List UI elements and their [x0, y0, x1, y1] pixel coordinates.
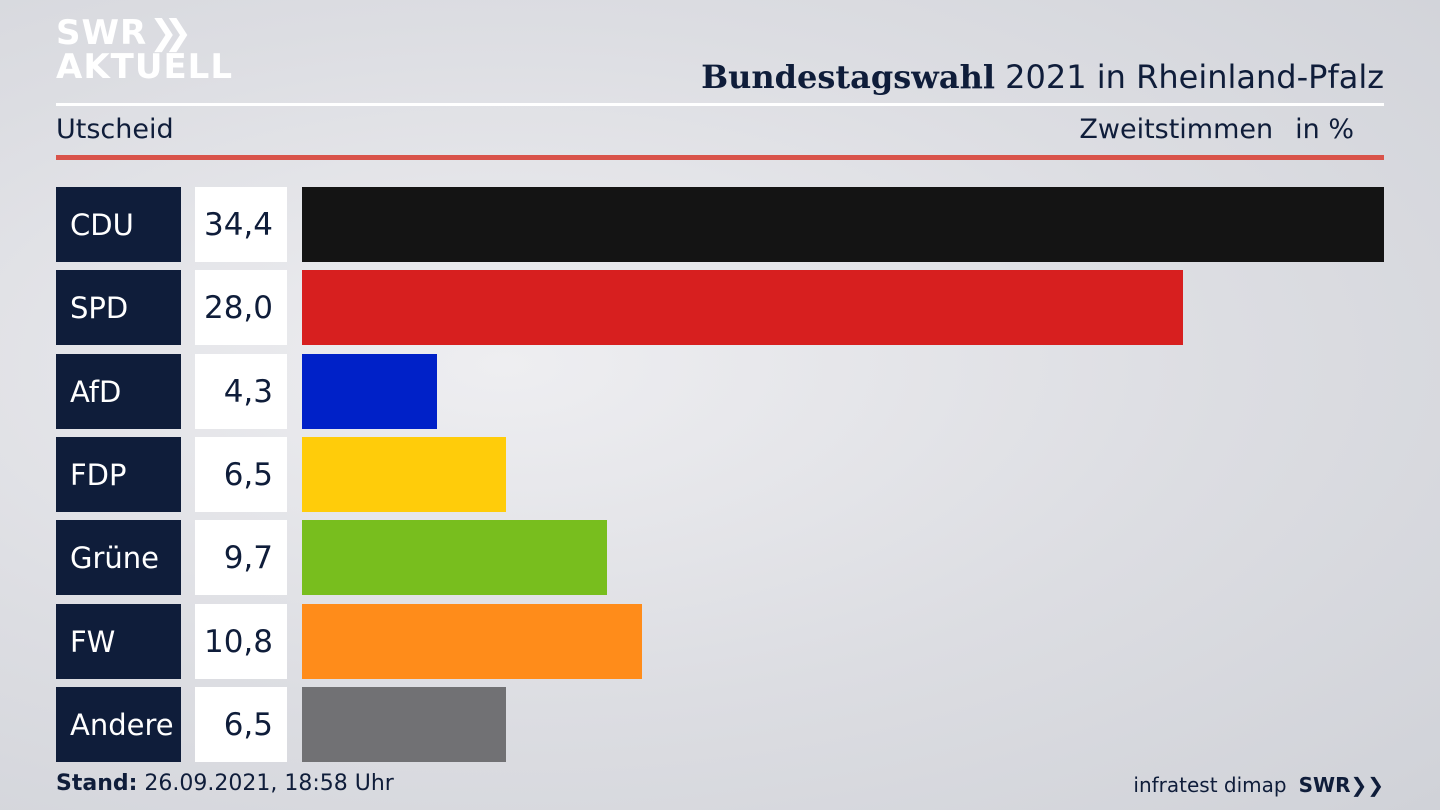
party-label: Grüne — [56, 520, 181, 595]
bar-row: Grüne 9,7 — [56, 520, 1384, 595]
swr-footer-chevron-icon: ❯❯ — [1350, 773, 1384, 797]
value-label: 9,7 — [195, 520, 287, 595]
subheader-divider — [56, 155, 1384, 160]
unit-label: in % — [1295, 114, 1354, 145]
measure-label: Zweitstimmen in % — [1079, 114, 1354, 145]
party-label: CDU — [56, 187, 181, 262]
chart-title: Bundestagswahl 2021 in Rheinland-Pfalz — [701, 58, 1384, 96]
party-label: Andere — [56, 687, 181, 762]
logo-aktuell-text: AKTUELL — [56, 47, 234, 87]
bar — [302, 270, 1183, 345]
chart-title-bold: Bundestagswahl — [701, 58, 995, 96]
bar-row: FW 10,8 — [56, 604, 1384, 679]
swr-footer-logo: SWR❯❯ — [1299, 773, 1384, 797]
region-label: Utscheid — [56, 114, 174, 145]
swr-aktuell-logo: SWR ❯❯ AKTUELL — [56, 16, 233, 84]
party-label: SPD — [56, 270, 181, 345]
bar-row: Andere 6,5 — [56, 687, 1384, 762]
party-label: AfD — [56, 354, 181, 429]
source-label: infratest dimap — [1133, 773, 1287, 797]
measure-name: Zweitstimmen — [1079, 114, 1274, 145]
bar — [302, 520, 607, 595]
timestamp-value: 26.09.2021, 18:58 Uhr — [137, 771, 394, 796]
logo-chevron-icon: ❯❯ — [149, 13, 192, 53]
bar-row: SPD 28,0 — [56, 270, 1384, 345]
source-credit: infratest dimap SWR❯❯ — [1133, 773, 1384, 797]
party-label: FW — [56, 604, 181, 679]
timestamp: Stand: 26.09.2021, 18:58 Uhr — [56, 771, 394, 796]
value-label: 10,8 — [195, 604, 287, 679]
value-label: 6,5 — [195, 687, 287, 762]
logo-swr-text: SWR — [56, 13, 148, 53]
bar — [302, 604, 642, 679]
bar — [302, 437, 506, 512]
chart-title-rest: 2021 in Rheinland-Pfalz — [995, 58, 1384, 96]
value-label: 34,4 — [195, 187, 287, 262]
header-divider — [56, 103, 1384, 106]
bar-row: AfD 4,3 — [56, 354, 1384, 429]
swr-footer-text: SWR — [1298, 773, 1351, 797]
bar-row: FDP 6,5 — [56, 437, 1384, 512]
bar — [302, 687, 506, 762]
bar — [302, 187, 1384, 262]
value-label: 4,3 — [195, 354, 287, 429]
value-label: 6,5 — [195, 437, 287, 512]
value-label: 28,0 — [195, 270, 287, 345]
timestamp-label: Stand: — [56, 771, 138, 796]
bar-row: CDU 34,4 — [56, 187, 1384, 262]
party-label: FDP — [56, 437, 181, 512]
bar — [302, 354, 437, 429]
